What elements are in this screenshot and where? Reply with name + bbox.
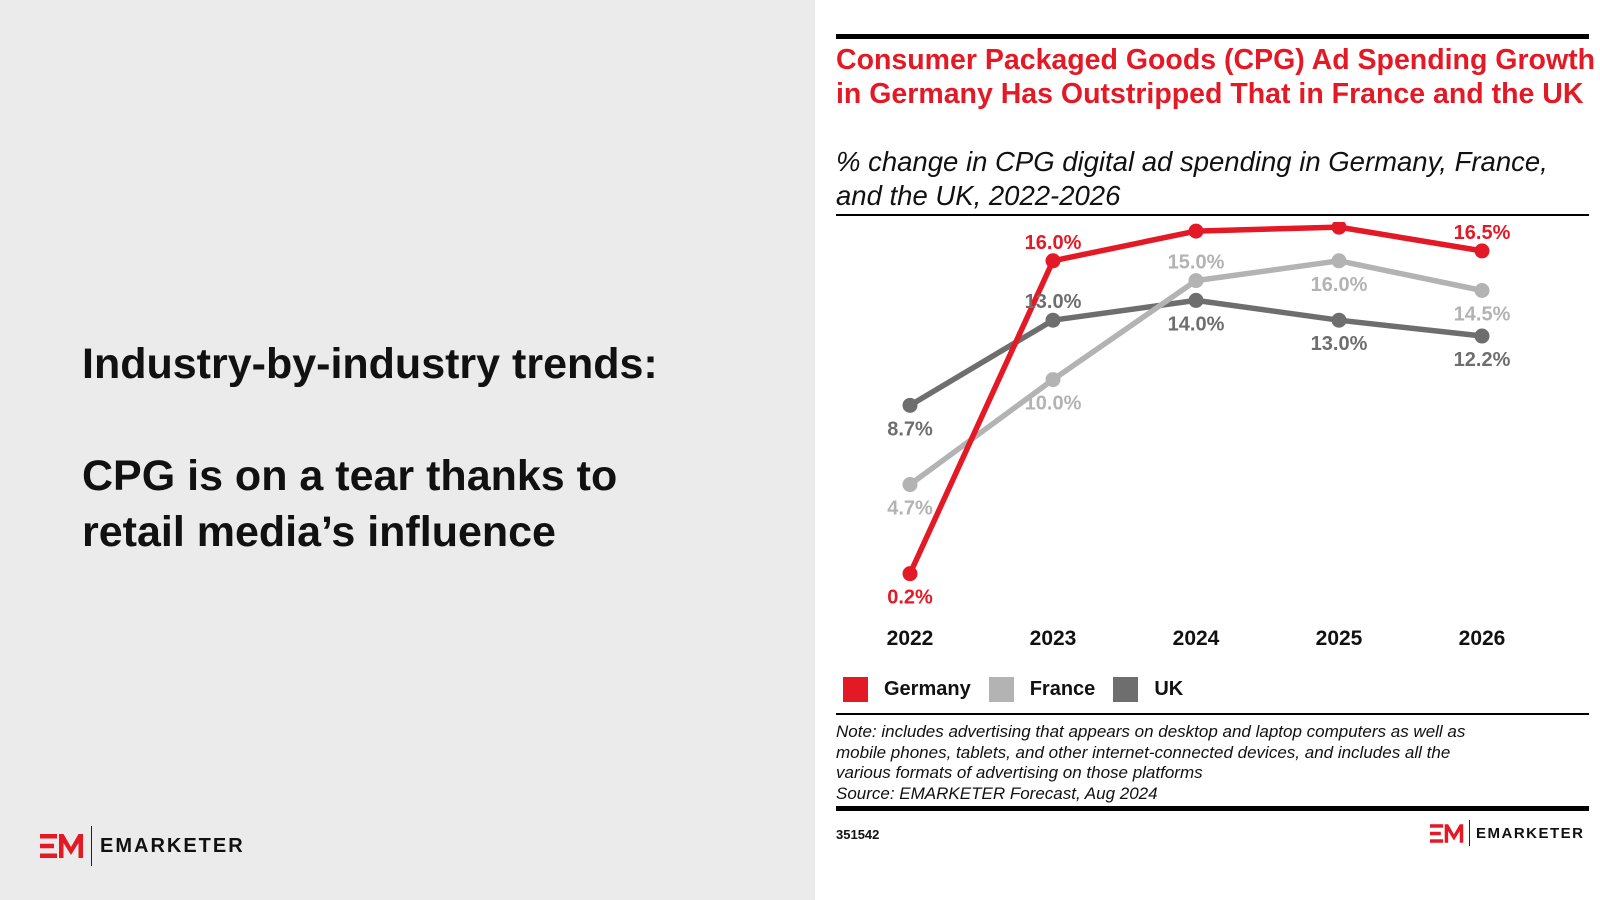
note-line-2: mobile phones, tablets, and other intern…	[836, 742, 1451, 762]
em-logo-icon	[40, 834, 83, 858]
data-label-france-2023: 10.0%	[1025, 393, 1082, 415]
data-point-germany-2024	[1188, 223, 1204, 239]
em-logo-icon	[1430, 823, 1464, 843]
legend-item-france: France	[988, 677, 1096, 702]
data-point-france-2026	[1474, 283, 1490, 298]
headline-line-2: CPG is on a tear thanks to	[82, 452, 618, 500]
data-label-uk-2026: 12.2%	[1454, 349, 1511, 371]
chart-id: 351542	[836, 827, 880, 842]
chart-bottom-rule	[836, 806, 1589, 811]
logo-divider	[91, 826, 92, 866]
data-point-germany-2025	[1331, 222, 1347, 235]
data-label-germany-2026: 16.5%	[1454, 222, 1511, 244]
headline-line-1: Industry-by-industry trends:	[82, 340, 658, 388]
chart-top-rule	[836, 34, 1589, 39]
data-point-france-2023	[1045, 372, 1061, 388]
x-tick-label-2026: 2026	[1459, 627, 1506, 650]
x-tick-label-2023: 2023	[1030, 627, 1077, 650]
data-label-france-2025: 16.0%	[1311, 274, 1368, 296]
data-label-france-2026: 14.5%	[1454, 304, 1511, 326]
data-point-uk-2023	[1045, 312, 1061, 328]
emarketer-logo-small: EMARKETER	[1430, 820, 1585, 846]
data-label-uk-2025: 13.0%	[1311, 333, 1368, 355]
legend-swatch-uk	[1113, 677, 1139, 702]
series-germany	[902, 222, 1490, 582]
slide-headline: Industry-by-industry trends: CPG is on a…	[82, 336, 782, 560]
series-france	[902, 253, 1490, 493]
data-label-uk-2024: 14.0%	[1168, 313, 1225, 335]
note-line-1: Note: includes advertising that appears …	[836, 722, 1466, 741]
source-line: Source: EMARKETER Forecast, Aug 2024	[836, 783, 1158, 803]
data-point-france-2025	[1331, 253, 1347, 269]
emarketer-logo: EMARKETER	[40, 826, 245, 866]
legend-label-france: France	[1029, 678, 1096, 700]
data-label-uk-2022: 8.7%	[887, 418, 933, 440]
legend-item-uk: UK	[1113, 677, 1183, 702]
data-label-germany-2023: 16.0%	[1025, 232, 1082, 254]
note-line-3: various formats of advertising on those …	[836, 763, 1203, 782]
left-panel	[0, 0, 815, 900]
x-tick-label-2025: 2025	[1316, 627, 1363, 650]
emarketer-wordmark: EMARKETER	[100, 834, 245, 857]
legend-label-uk: UK	[1154, 678, 1184, 700]
chart-subtitle: % change in CPG digital ad spending in G…	[836, 146, 1548, 211]
headline-spacer	[82, 392, 782, 448]
line-chart: 0.2%16.0%17.5%17.7%16.5%4.7%10.0%15.0%16…	[887, 222, 1511, 650]
data-point-germany-2022	[902, 566, 918, 582]
subtitle-rule	[836, 214, 1589, 216]
data-point-uk-2024	[1188, 292, 1204, 308]
data-label-uk-2023: 13.0%	[1025, 291, 1082, 313]
headline-line-3: retail media’s influence	[82, 508, 556, 556]
chart-legend: Germany France UK	[843, 677, 1201, 702]
legend-swatch-france	[988, 677, 1014, 702]
data-label-france-2022: 4.7%	[887, 498, 933, 520]
chart-note: Note: includes advertising that appears …	[836, 722, 1586, 804]
logo-divider	[1469, 820, 1470, 846]
x-tick-label-2022: 2022	[887, 627, 934, 650]
x-tick-label-2024: 2024	[1173, 627, 1220, 650]
legend-label-germany: Germany	[884, 678, 971, 700]
data-point-germany-2026	[1474, 243, 1490, 259]
data-point-uk-2022	[902, 397, 918, 413]
data-point-uk-2025	[1331, 312, 1347, 328]
series-uk	[902, 292, 1490, 413]
chart-title: Consumer Packaged Goods (CPG) Ad Spendin…	[836, 44, 1596, 110]
data-point-france-2024	[1188, 273, 1204, 289]
data-label-france-2024: 15.0%	[1168, 252, 1225, 274]
legend-swatch-germany	[843, 677, 868, 702]
data-point-france-2022	[902, 477, 918, 493]
data-label-germany-2022: 0.2%	[887, 587, 933, 609]
data-point-germany-2023	[1045, 253, 1061, 269]
legend-rule	[836, 713, 1589, 715]
data-label-germany-2024: 17.5%	[1168, 222, 1225, 224]
emarketer-wordmark: EMARKETER	[1476, 824, 1585, 842]
data-point-uk-2026	[1474, 328, 1490, 344]
legend-item-germany: Germany	[843, 677, 971, 702]
